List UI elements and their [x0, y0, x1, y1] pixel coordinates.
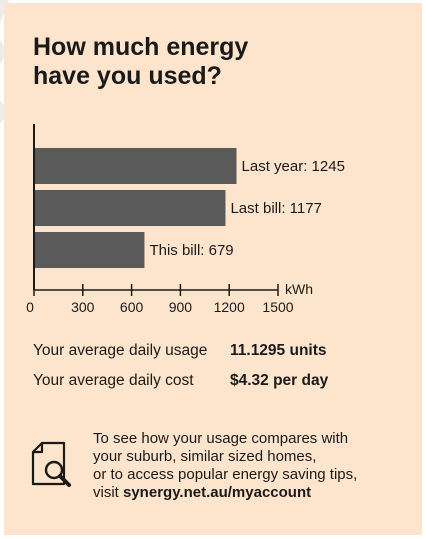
daily-cost-label: Your average daily cost	[33, 372, 194, 389]
x-tick-label-1200: 1200	[214, 299, 245, 315]
x-unit-label: kWh	[285, 281, 313, 297]
x-tick-label-1500: 1500	[262, 299, 293, 315]
account-link[interactable]: synergy.net.au/myaccount	[123, 484, 312, 501]
title-line-1: How much energy	[33, 33, 249, 61]
title-line-2: have you used?	[33, 62, 222, 90]
bar-label-last-year: Last year: 1245	[242, 158, 345, 175]
x-tick-label-900: 900	[169, 299, 193, 315]
bar-last-year	[34, 148, 237, 184]
daily-usage-label: Your average daily usage	[33, 342, 208, 359]
page-title: How much energy have you used?	[33, 33, 393, 91]
bar-last-bill	[34, 190, 226, 226]
info-line-4: visit synergy.net.au/myaccount	[93, 484, 393, 502]
x-tick-label-0: 0	[26, 299, 34, 315]
daily-usage-value: 11.1295 units	[230, 342, 327, 359]
document-search-icon	[31, 441, 71, 487]
info-line-2: your suburb, similar sized homes,	[93, 448, 317, 465]
usage-bar-chart: Last year: 1245 Last bill: 1177 This bill:…	[26, 124, 345, 315]
bar-this-bill	[34, 232, 145, 268]
info-line-1: To see how your usage compares with	[93, 430, 349, 447]
x-tick-label-600: 600	[120, 299, 144, 315]
info-visit-prefix: visit	[93, 484, 123, 501]
daily-cost-value: $4.32 per day	[230, 372, 329, 389]
energy-usage-panel	[4, 3, 422, 535]
x-tick-label-300: 300	[71, 299, 95, 315]
bar-label-this-bill: This bill: 679	[149, 242, 233, 259]
bar-label-last-bill: Last bill: 1177	[230, 200, 321, 217]
info-text: To see how your usage compares with your…	[93, 430, 393, 502]
info-line-3: or to access popular energy saving tips,	[93, 466, 358, 483]
